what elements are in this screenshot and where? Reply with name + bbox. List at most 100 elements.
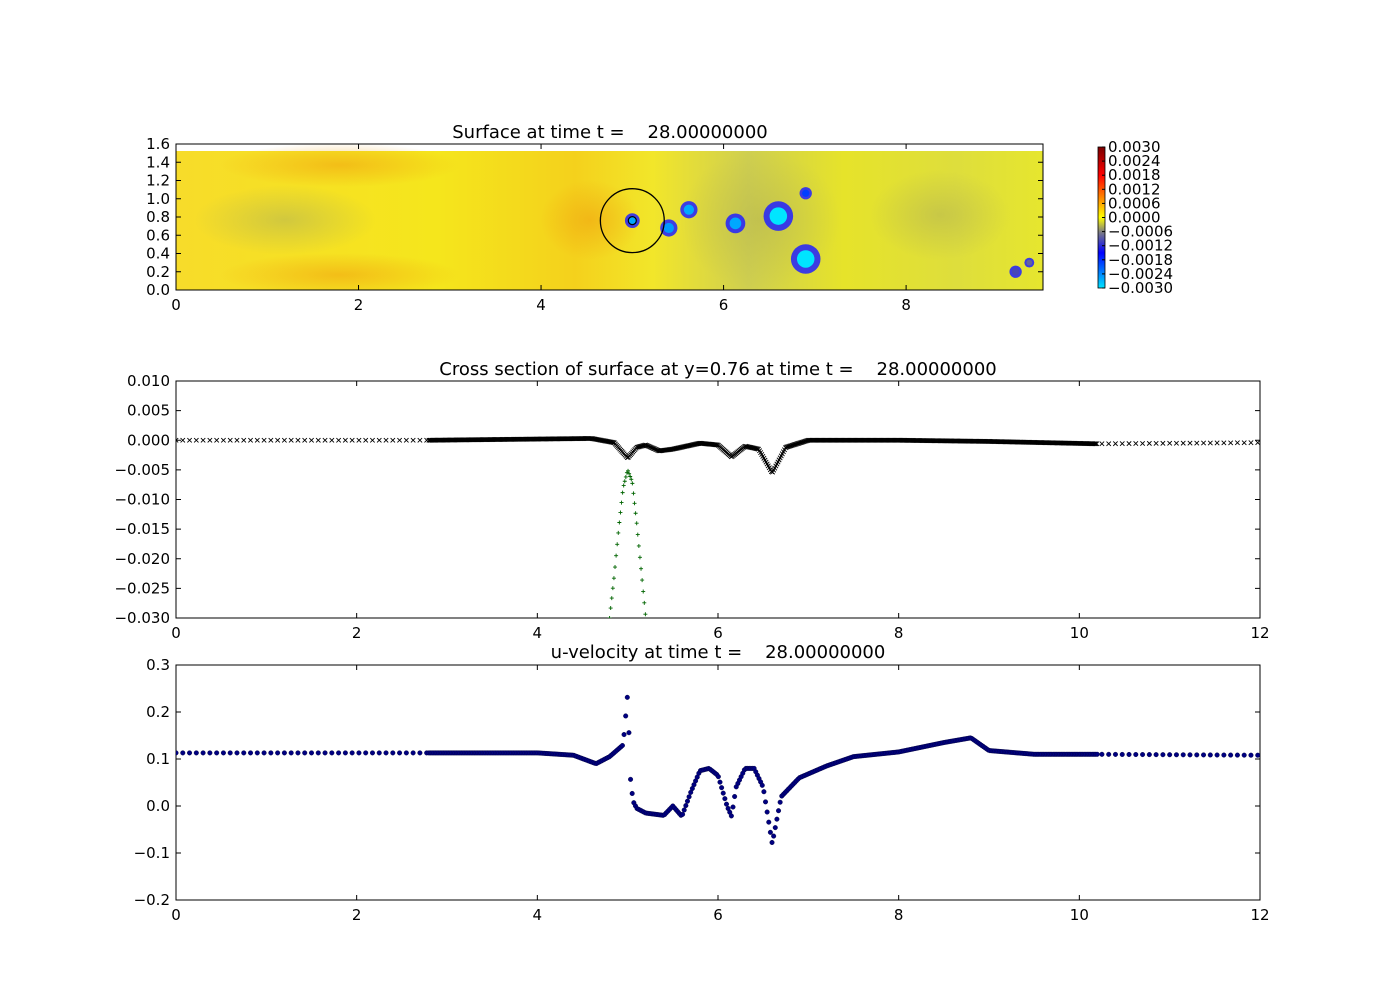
surface-y-tick-label: 0.6 bbox=[146, 226, 170, 244]
surface-section-point bbox=[1140, 440, 1146, 446]
surface-section-point bbox=[1241, 440, 1247, 446]
u-velocity-point bbox=[732, 794, 738, 800]
u-velocity-marks bbox=[176, 694, 1260, 845]
u-velocity-point bbox=[268, 750, 274, 756]
bottom-profile-point bbox=[640, 578, 645, 583]
u-velocity-y-tick-label: −0.2 bbox=[134, 891, 170, 909]
bottom-profile-point bbox=[619, 500, 624, 505]
cross-section-y-tick-label: −0.030 bbox=[114, 609, 170, 627]
colorbar-tick-label: 0.0000 bbox=[1108, 209, 1161, 227]
u-velocity-point bbox=[1146, 752, 1152, 758]
u-velocity-point bbox=[759, 782, 765, 788]
u-velocity-y-ticks: 0.3 0.2 0.1 0.0 −0.1 −0.2 bbox=[134, 656, 1260, 909]
surface-cool-band-1 bbox=[195, 185, 375, 255]
cross-section-x-tick-label: 0 bbox=[171, 624, 181, 642]
surface-section-point bbox=[214, 437, 220, 443]
bottom-profile-point bbox=[629, 477, 634, 482]
u-velocity-point bbox=[624, 694, 630, 700]
bottom-profile-point bbox=[620, 490, 625, 495]
surface-section-point bbox=[363, 437, 369, 443]
u-velocity-point bbox=[728, 813, 734, 819]
u-velocity-point bbox=[176, 750, 179, 756]
surface-section-point bbox=[1091, 441, 1098, 447]
cross-section-x-tick-label: 12 bbox=[1250, 624, 1269, 642]
colorbar-tick-label: 0.0012 bbox=[1108, 180, 1161, 198]
u-velocity-point bbox=[241, 750, 247, 756]
bottom-profile-point bbox=[631, 491, 636, 496]
u-velocity-x-tick-label: 4 bbox=[533, 906, 543, 924]
u-velocity-point bbox=[295, 750, 301, 756]
colorbar-tick-label: −0.0030 bbox=[1108, 279, 1173, 297]
colorbar: 0.00300.00240.00180.00120.00060.0000−0.0… bbox=[1097, 138, 1173, 297]
u-velocity-point bbox=[680, 811, 686, 817]
u-velocity-point bbox=[764, 809, 770, 815]
u-velocity-point bbox=[193, 750, 199, 756]
u-velocity-point bbox=[403, 750, 409, 756]
surface-section-point bbox=[180, 437, 186, 443]
u-velocity-point bbox=[369, 750, 375, 756]
u-velocity-panel: u-velocity at time t = 28.00000000 0 2 4 6 8… bbox=[134, 642, 1270, 924]
u-velocity-point bbox=[763, 799, 769, 805]
u-velocity-point bbox=[686, 794, 692, 800]
surface-section-point bbox=[1099, 441, 1105, 447]
surface-heatmap-area bbox=[176, 144, 1043, 290]
u-velocity-y-tick-label: 0.0 bbox=[146, 797, 170, 815]
surface-section-point bbox=[1160, 440, 1166, 446]
cross-section-x-tick-label: 10 bbox=[1070, 624, 1089, 642]
surface-warm-band-3 bbox=[540, 180, 640, 260]
bottom-profile-point bbox=[641, 589, 646, 594]
surface-warm-band-2 bbox=[220, 253, 460, 290]
u-velocity-point bbox=[227, 750, 233, 756]
u-velocity-point bbox=[1180, 752, 1186, 758]
u-velocity-point bbox=[1153, 752, 1159, 758]
u-velocity-point bbox=[220, 750, 226, 756]
bottom-profile-point bbox=[613, 565, 618, 570]
u-velocity-point bbox=[1221, 752, 1227, 758]
bottom-profile-point bbox=[628, 474, 633, 479]
u-velocity-point bbox=[1112, 751, 1118, 757]
u-velocity-point bbox=[1241, 752, 1247, 758]
surface-section-point bbox=[220, 437, 226, 443]
u-velocity-point bbox=[315, 750, 321, 756]
bottom-profile-point bbox=[618, 510, 623, 515]
u-velocity-title: u-velocity at time t = 28.00000000 bbox=[551, 642, 886, 663]
surface-x-tick-label: 8 bbox=[901, 296, 911, 314]
surface-section-point bbox=[1126, 441, 1132, 447]
u-velocity-point bbox=[681, 807, 687, 813]
u-velocity-point bbox=[390, 750, 396, 756]
u-velocity-point bbox=[309, 750, 315, 756]
surface-section-point bbox=[417, 437, 423, 443]
surface-section-point bbox=[397, 437, 403, 443]
colorbar-tick-label: 0.0006 bbox=[1108, 194, 1161, 212]
surface-depression bbox=[1026, 259, 1033, 266]
colorbar-ticks: 0.00300.00240.00180.00120.00060.0000−0.0… bbox=[1102, 138, 1173, 297]
u-velocity-point bbox=[626, 730, 632, 736]
surface-section-point bbox=[1173, 440, 1179, 446]
surface-section-point bbox=[1228, 440, 1234, 446]
u-velocity-point bbox=[719, 785, 725, 791]
u-velocity-point bbox=[766, 819, 772, 825]
u-velocity-point bbox=[363, 750, 369, 756]
u-velocity-point bbox=[1106, 751, 1112, 757]
cross-section-y-tick-label: −0.015 bbox=[114, 520, 170, 538]
u-velocity-point bbox=[1255, 752, 1260, 758]
u-velocity-point bbox=[200, 750, 206, 756]
u-velocity-point bbox=[356, 750, 362, 756]
u-velocity-point bbox=[772, 825, 778, 831]
surface-depression bbox=[769, 207, 788, 225]
surface-depression bbox=[1011, 268, 1020, 276]
surface-section-point bbox=[275, 437, 281, 443]
u-velocity-point bbox=[207, 750, 213, 756]
surface-x-tick-label: 2 bbox=[354, 296, 364, 314]
bottom-profile-point bbox=[621, 483, 626, 488]
surface-section-point bbox=[315, 437, 321, 443]
u-velocity-point bbox=[1207, 752, 1213, 758]
colorbar-tick-label: 0.0018 bbox=[1108, 166, 1161, 184]
u-velocity-point bbox=[1119, 751, 1125, 757]
surface-section-point bbox=[1207, 440, 1213, 446]
surface-section-point bbox=[1153, 440, 1159, 446]
bottom-profile-point bbox=[622, 479, 627, 484]
cross-section-marks bbox=[176, 435, 1260, 618]
surface-y-tick-label: 0.8 bbox=[146, 208, 170, 226]
surface-section-point bbox=[336, 437, 342, 443]
